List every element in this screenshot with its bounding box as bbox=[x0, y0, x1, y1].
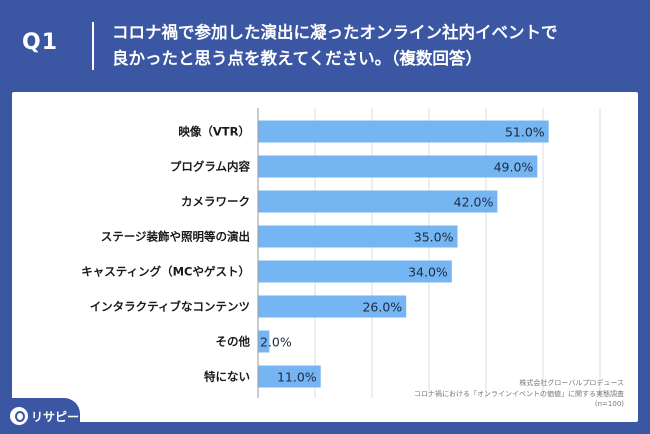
category-label-4: キャスティング（MCやゲスト） bbox=[81, 265, 250, 279]
value-label-7: 11.0% bbox=[277, 370, 317, 385]
value-label-3: 35.0% bbox=[414, 230, 454, 245]
source-company: 株式会社グローバルプロデュース bbox=[519, 379, 624, 387]
bar-4 bbox=[258, 260, 452, 283]
risapy-logo-icon bbox=[10, 407, 28, 425]
bar-1 bbox=[258, 155, 538, 178]
brand-badge: リサピー bbox=[0, 398, 80, 434]
value-label-5: 26.0% bbox=[362, 300, 402, 315]
value-label-2: 42.0% bbox=[454, 195, 494, 210]
category-label-6: その他 bbox=[216, 335, 251, 349]
category-label-1: プログラム内容 bbox=[170, 160, 251, 174]
bar-0 bbox=[258, 120, 549, 143]
bar-3 bbox=[258, 225, 458, 248]
value-label-4: 34.0% bbox=[408, 265, 448, 280]
category-label-7: 特にない bbox=[204, 370, 250, 384]
category-label-3: ステージ装飾や照明等の演出 bbox=[101, 230, 250, 244]
bar-2 bbox=[258, 190, 498, 213]
bar-5 bbox=[258, 295, 407, 318]
header-divider bbox=[92, 22, 94, 70]
question-title: コロナ禍で参加した演出に凝ったオンライン社内イベントで 良かったと思う点を教えて… bbox=[112, 20, 637, 72]
value-label-6: 2.0% bbox=[260, 335, 292, 350]
question-title-line-1: コロナ禍で参加した演出に凝ったオンライン社内イベントで bbox=[112, 23, 558, 42]
source-sample: (n=100) bbox=[594, 400, 624, 408]
source-note: 株式会社グローバルプロデュース コロナ禍における「オンラインイベントの価値」に関… bbox=[414, 378, 624, 410]
chart-panel: 映像（VTR） 51.0% プログラム内容 49.0% カメラワーク 42.0% ステージ装… bbox=[12, 92, 638, 422]
category-label-2: カメラワーク bbox=[181, 195, 250, 209]
header: Q1 コロナ禍で参加した演出に凝ったオンライン社内イベントで 良かったと思う点を… bbox=[0, 0, 650, 92]
question-title-line-2: 良かったと思う点を教えてください。（複数回答） bbox=[112, 49, 482, 68]
bar-chart: 映像（VTR） 51.0% プログラム内容 49.0% カメラワーク 42.0% ステージ装… bbox=[81, 108, 601, 398]
brand-name: リサピー bbox=[31, 410, 80, 424]
question-label: Q1 bbox=[22, 30, 59, 55]
bar-7 bbox=[258, 365, 321, 388]
bar-6 bbox=[258, 330, 270, 353]
source-survey: コロナ禍における「オンラインイベントの価値」に関する実態調査 bbox=[414, 389, 624, 398]
category-label-0: 映像（VTR） bbox=[178, 125, 250, 139]
category-label-5: インタラクティブなコンテンツ bbox=[90, 300, 250, 314]
value-label-0: 51.0% bbox=[505, 125, 545, 140]
value-label-1: 49.0% bbox=[494, 160, 534, 175]
